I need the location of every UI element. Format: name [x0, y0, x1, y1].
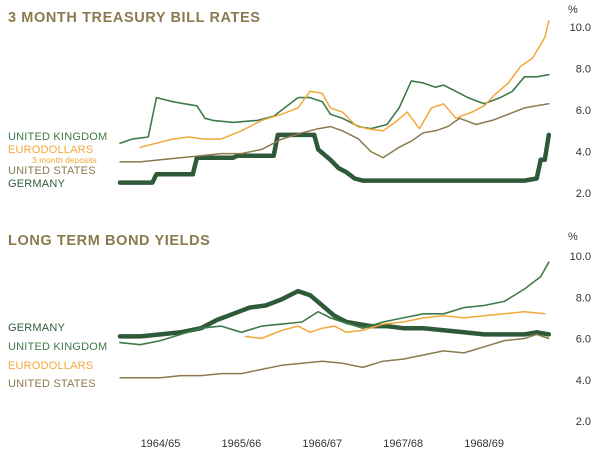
legend-label-united-states: UNITED STATES: [8, 378, 96, 390]
legend-sublabel-deposits: 3 month deposits: [32, 155, 97, 165]
series-line-united-states: [119, 103, 550, 163]
y-tick-label: 8.0: [576, 292, 591, 304]
series-line-germany: [117, 288, 552, 339]
panel-title: LONG TERM BOND YIELDS: [8, 233, 210, 249]
y-tick-label: 10.0: [570, 251, 591, 263]
panel-bond-yields: LONG TERM BOND YIELDS % 10.0 8.0 6.0 4.0 2.0…: [8, 231, 591, 450]
series-line-eurodollars: [139, 20, 550, 149]
y-tick-label: 6.0: [576, 105, 591, 117]
legend: GERMANY UNITED KINGDOM EURODOLLARS UNITE…: [8, 322, 107, 390]
legend-label-united-states: UNITED STATES: [8, 165, 96, 177]
series-line-eurodollars: [244, 310, 546, 340]
y-unit-label: %: [568, 231, 578, 243]
legend: UNITED KINGDOM EURODOLLARS 3 month depos…: [8, 131, 107, 190]
y-tick-label: 10.0: [570, 22, 591, 34]
x-tick-label: 1968/69: [464, 438, 504, 450]
x-tick-labels: 1964/65 1965/66 1966/67 1967/68 1968/69: [141, 438, 504, 450]
x-tick-label: 1965/66: [221, 438, 261, 450]
y-tick-labels: 10.0 8.0 6.0 4.0 2.0: [570, 22, 591, 200]
legend-label-eurodollars: EURODOLLARS: [8, 144, 93, 156]
y-tick-label: 4.0: [576, 147, 591, 159]
series-line-germany: [117, 132, 552, 185]
series-line-united-kingdom: [119, 261, 550, 346]
y-tick-label: 6.0: [576, 334, 591, 346]
legend-label-germany: GERMANY: [8, 322, 65, 334]
legend-label-germany: GERMANY: [8, 178, 65, 190]
panel-treasury-bill-rates: 3 MONTH TREASURY BILL RATES % 10.0 8.0 6.0…: [8, 4, 591, 200]
legend-label-united-kingdom: UNITED KINGDOM: [8, 341, 107, 353]
x-tick-label: 1966/67: [302, 438, 342, 450]
y-unit-label: %: [568, 4, 578, 16]
legend-label-united-kingdom: UNITED KINGDOM: [8, 131, 107, 143]
y-tick-label: 2.0: [576, 188, 591, 200]
series-lines: [117, 20, 552, 185]
series-line-united-kingdom: [119, 73, 550, 144]
y-tick-label: 2.0: [576, 416, 591, 428]
x-tick-label: 1964/65: [141, 438, 181, 450]
x-tick-label: 1967/68: [383, 438, 423, 450]
legend-label-eurodollars: EURODOLLARS: [8, 360, 93, 372]
panel-title: 3 MONTH TREASURY BILL RATES: [8, 10, 261, 26]
y-tick-labels: 10.0 8.0 6.0 4.0 2.0: [570, 251, 591, 428]
series-lines: [117, 261, 552, 379]
y-tick-label: 8.0: [576, 64, 591, 76]
y-tick-label: 4.0: [576, 375, 591, 387]
series-line-united-states: [119, 333, 550, 379]
